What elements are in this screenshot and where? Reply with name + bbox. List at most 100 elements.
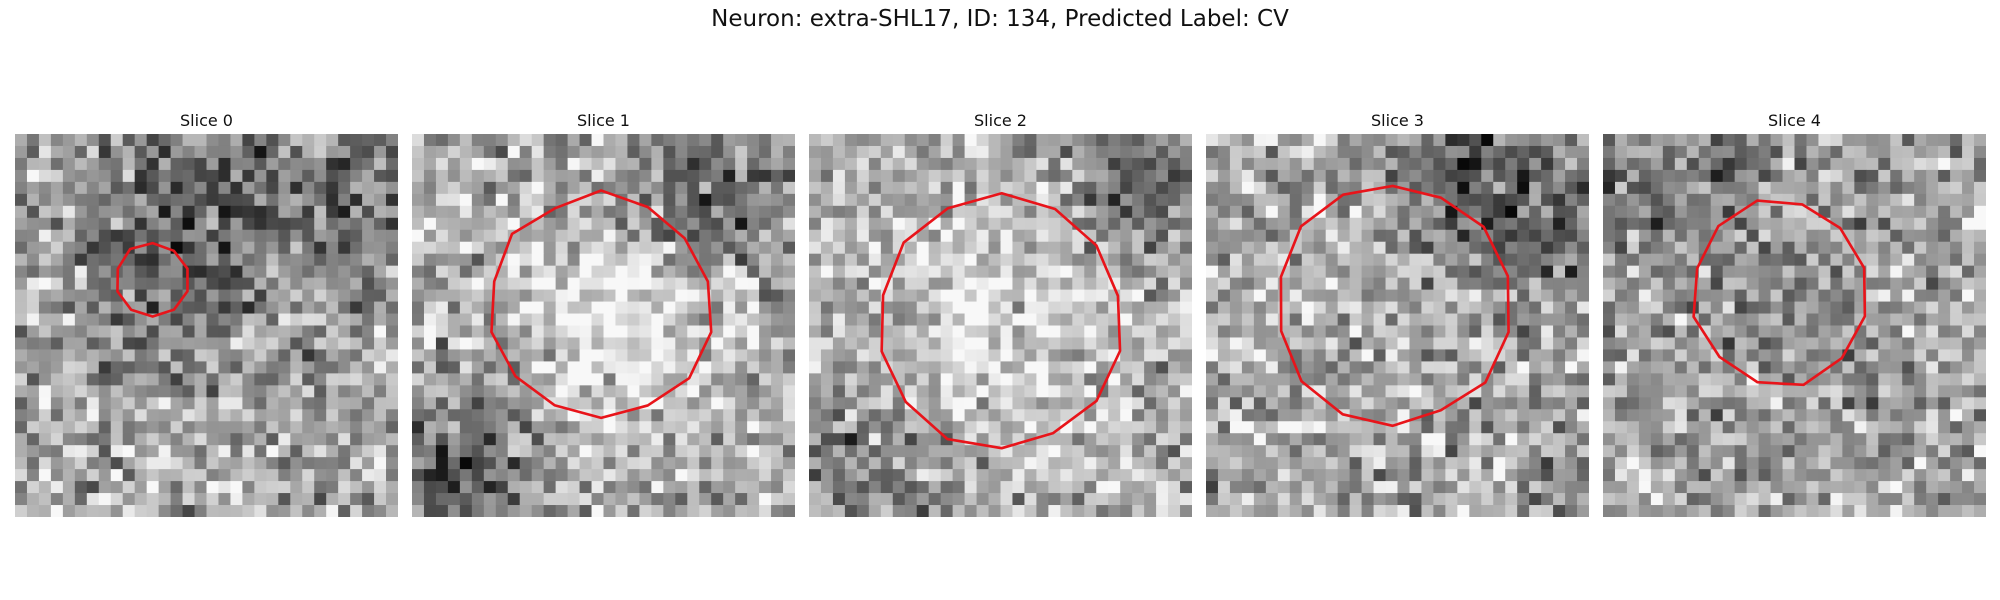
pixel [134,445,148,458]
pixel [1132,457,1145,470]
pixel [771,385,784,398]
pixel [1698,277,1712,291]
pixel [435,193,449,207]
pixel [711,361,724,374]
pixel [1206,205,1219,219]
pixel [1698,421,1712,434]
pixel [1096,313,1109,326]
pixel [459,421,473,434]
pixel [350,349,363,362]
pixel [1084,134,1097,147]
pixel [723,169,736,183]
pixel [1794,277,1807,291]
pixel [675,385,688,398]
pixel [495,373,509,386]
pixel [1505,145,1518,159]
pixel [1722,373,1736,386]
pixel [86,409,100,422]
pixel [1120,361,1133,374]
pixel [1241,289,1255,303]
pixel [747,361,760,374]
pixel [1517,181,1530,195]
pixel [675,193,688,207]
pixel [1409,241,1422,255]
pixel [1674,205,1688,219]
pixel [1614,433,1628,446]
pixel [1878,289,1891,303]
pixel [964,505,978,517]
pixel [242,373,255,386]
pixel [1168,457,1181,470]
pixel [1108,337,1121,350]
pixel [1770,289,1784,303]
pixel [74,301,88,315]
pixel [1614,145,1628,159]
pixel [1878,277,1891,291]
pixel [1349,313,1363,326]
pixel [747,157,760,171]
pixel [1577,505,1589,517]
pixel [98,349,112,362]
pixel [74,241,88,255]
pixel [98,205,112,219]
pixel [1409,421,1422,434]
pixel [555,169,569,183]
pixel [1626,229,1640,243]
pixel [146,277,160,291]
pixel [1710,181,1724,195]
pixel [62,169,76,183]
pixel [1445,217,1458,231]
pixel [1337,265,1351,279]
pixel [146,397,160,410]
pixel [1012,145,1025,159]
pixel [26,493,40,506]
pixel [687,433,700,446]
pixel [447,505,461,517]
pixel [663,193,676,207]
pixel [1734,325,1748,338]
pixel [1710,157,1724,171]
pixel [1313,397,1327,410]
pixel [1938,145,1951,159]
pixel [194,181,207,195]
pixel [916,253,930,267]
pixel [555,493,569,506]
pixel [747,181,760,195]
pixel [1553,217,1566,231]
pixel [1265,277,1279,291]
pixel [856,505,870,517]
pixel [615,289,628,303]
pixel [26,193,40,207]
pixel [820,205,834,219]
pixel [507,265,521,279]
pixel [206,169,219,183]
pixel [892,421,906,434]
pixel [663,277,676,291]
pixel [1974,265,1986,279]
pixel [579,481,593,494]
pixel [1950,241,1963,255]
pixel [579,385,593,398]
pixel [254,217,267,231]
pixel [38,145,52,159]
pixel [759,265,772,279]
pixel [675,313,688,326]
pixel [555,409,569,422]
pixel [1650,265,1664,279]
pixel [278,145,291,159]
pixel [543,481,557,494]
pixel [976,265,990,279]
pixel [904,193,918,207]
pixel [651,325,664,338]
pixel [386,229,398,243]
pixel [1313,457,1327,470]
pixel [1253,481,1267,494]
pixel [507,181,521,195]
pixel [1782,445,1795,458]
pixel [1603,205,1616,219]
pixel [1890,289,1903,303]
pixel [1962,229,1975,243]
pixel [170,349,184,362]
pixel [1072,134,1085,147]
pixel [1265,505,1279,517]
